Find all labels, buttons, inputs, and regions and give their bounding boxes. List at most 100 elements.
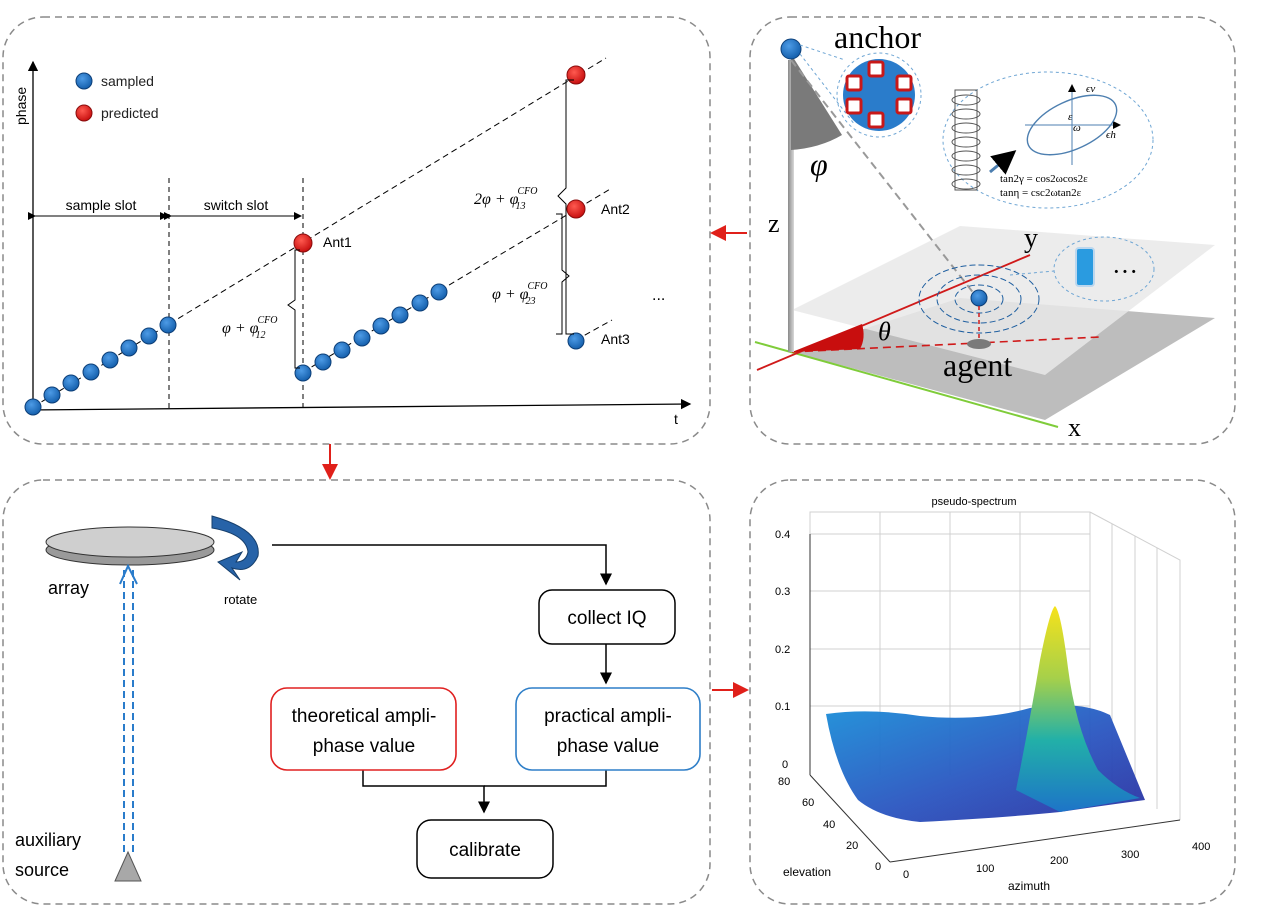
z-axis-label: z [768, 209, 780, 238]
legend-sampled-marker [75, 72, 93, 90]
zoom-line-top [799, 44, 846, 61]
ellipsis-label: ... [652, 287, 665, 304]
polarization-bubble [942, 71, 1154, 209]
theta-wedge [792, 324, 864, 352]
flow-theoretical-to-calibrate [362, 770, 490, 814]
agent-label: agent [943, 347, 1012, 383]
array-label: array [48, 578, 89, 598]
aux-source-icon [114, 850, 142, 882]
geometry-panel: θ φ anchor z y x [754, 19, 1215, 442]
sample-point [353, 329, 371, 347]
panel-spectrum-border [749, 479, 1236, 905]
ant1-far-predicted-point [566, 65, 586, 85]
antenna-element [867, 111, 885, 129]
legend-sampled-label: sampled [101, 73, 154, 89]
sample-point [333, 341, 351, 359]
sample-point [120, 339, 138, 357]
spectrum-peak [1016, 606, 1140, 812]
collect-iq-box [538, 589, 676, 645]
array-elements [845, 60, 913, 129]
z-tick: 0.3 [775, 586, 790, 598]
ant3-sampled-point [567, 332, 585, 350]
offset-23-label: φ + φCFO 23 [492, 281, 548, 307]
practical-box [515, 687, 701, 771]
pol-ellipse [1026, 94, 1118, 156]
sample-slot-label: sample slot [66, 197, 137, 213]
antenna-element [895, 74, 913, 92]
ant2-predicted-point [566, 199, 586, 219]
pol-equation-2: tanη = csc2ωtan2ε [1000, 187, 1082, 199]
aux-label-line2: source [15, 860, 69, 880]
switch-slot-label: switch slot [204, 197, 269, 213]
sample-point [43, 386, 61, 404]
elevation-label: elevation [783, 865, 831, 879]
offset-12-label: φ + φCFO 12 [222, 315, 278, 341]
theoretical-box [270, 687, 457, 771]
flow-rotate-to-collect [272, 544, 612, 586]
sample-point [82, 363, 100, 381]
z-tick: 0.4 [775, 529, 790, 541]
sample-point [101, 351, 119, 369]
phone-icon [1075, 247, 1095, 287]
elev-tick: 40 [823, 819, 835, 831]
array-zoom-outline [836, 52, 922, 138]
spectrum-title: pseudo-spectrum [932, 496, 1017, 508]
pol-eh-label: ϵh [1106, 129, 1116, 141]
aux-label-line1: auxiliary [15, 830, 81, 850]
device-bubble [1053, 236, 1155, 302]
helix-coil [951, 150, 981, 162]
phase-x-axis [27, 398, 692, 411]
pol-ev-label: ϵv [1086, 83, 1095, 95]
ant1-sampled-points [24, 316, 177, 416]
sample-point [372, 317, 390, 335]
spectrum-panel: pseudo-spectrum 0 0.1 0.2 [775, 496, 1210, 893]
sample-point [411, 294, 429, 312]
offset-13-brace [557, 79, 574, 335]
z-tick: 0.2 [775, 644, 790, 656]
sample-point [391, 306, 409, 324]
rotate-label: rotate [224, 592, 257, 607]
antenna-element [845, 97, 863, 115]
zoom-line-bottom [799, 53, 856, 126]
agent-base [967, 339, 991, 349]
frame-back-right [1089, 511, 1181, 820]
phi-wedge [791, 54, 842, 150]
practical-label-line2: phase value [557, 736, 659, 757]
sample-point [24, 398, 42, 416]
calibration-panel: array rotate auxiliary source collect IQ… [15, 515, 701, 882]
azimuth-axis [889, 819, 1181, 863]
helix-antenna-icon [951, 89, 981, 191]
antenna-element [845, 74, 863, 92]
helix-arrow [989, 150, 1017, 175]
elev-tick: 80 [778, 776, 790, 788]
elev-tick: 60 [802, 797, 814, 809]
offset-13-label: 2φ + φCFO 13 [474, 186, 538, 212]
antenna-element [867, 60, 885, 78]
sample-point [140, 327, 158, 345]
azimuth-ticks: 0 100 200 300 400 [903, 841, 1210, 881]
y-axis-label: y [1024, 223, 1038, 254]
offset-12-brace [287, 249, 300, 369]
azim-tick: 100 [976, 863, 994, 875]
pol-omega-label: ω [1073, 122, 1081, 134]
elev-tick: 20 [846, 840, 858, 852]
aux-beam-head [119, 563, 138, 585]
panel-geometry-border [749, 16, 1236, 445]
sample-point [294, 364, 312, 382]
panel-calibration-border [2, 479, 711, 905]
phase-panel: phase t sampled predicted sample slot sw… [13, 57, 692, 427]
antenna-element [895, 97, 913, 115]
ant3-label: Ant3 [601, 331, 630, 347]
sample-point [314, 353, 332, 371]
azim-tick: 400 [1192, 841, 1210, 853]
panel-phase-border [2, 16, 711, 445]
azim-tick: 200 [1050, 855, 1068, 867]
collect-iq-label: collect IQ [567, 608, 646, 629]
theoretical-label-line1: theoretical ampli- [292, 706, 437, 727]
elev-tick: 0 [875, 861, 881, 873]
legend-predicted-label: predicted [101, 105, 159, 121]
helix-coil [951, 122, 981, 134]
theoretical-label-line2: phase value [313, 736, 415, 757]
azimuth-label: azimuth [1008, 879, 1050, 893]
